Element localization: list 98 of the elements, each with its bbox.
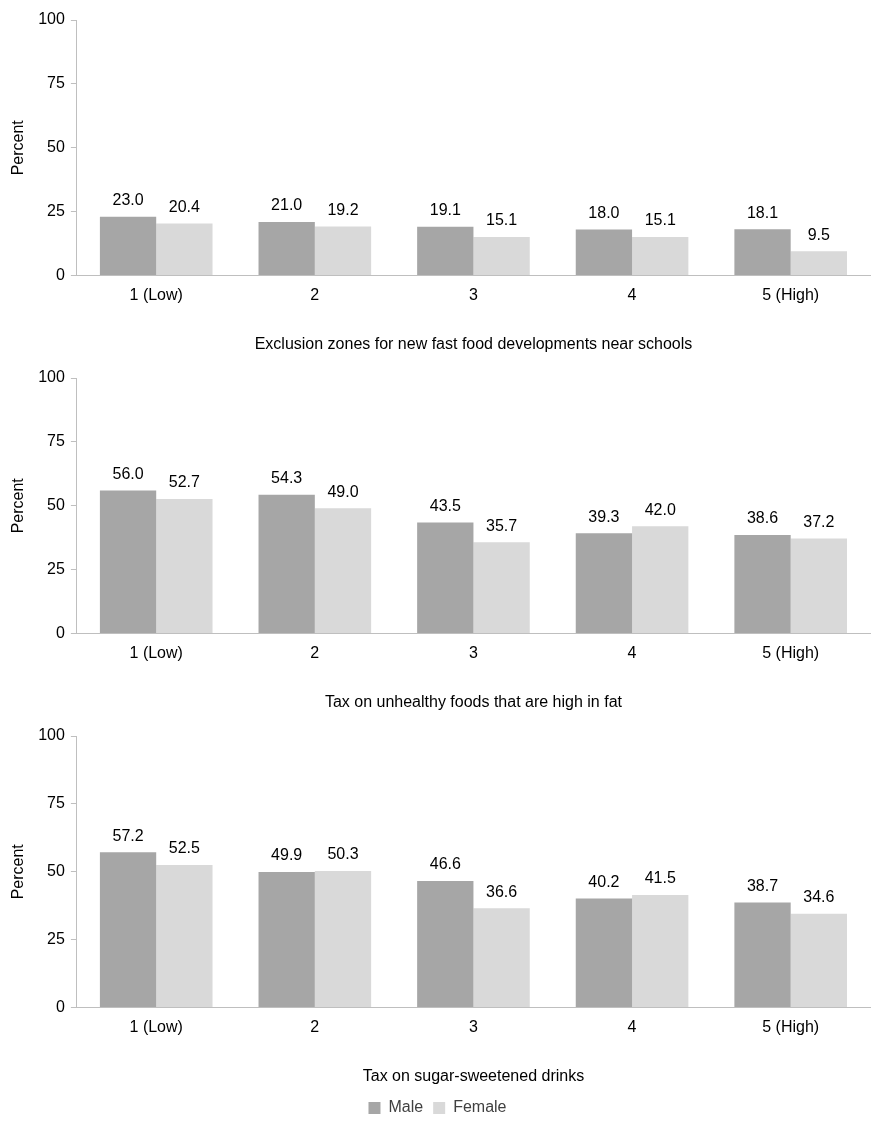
bar: [156, 498, 213, 634]
bar: [258, 221, 315, 276]
x-tick-label: 3: [468, 285, 478, 303]
bar: [99, 216, 157, 276]
bar: [790, 251, 847, 276]
data-label: 34.6: [803, 888, 835, 906]
data-label: 57.2: [112, 826, 144, 844]
legend-label: Female: [453, 1098, 507, 1116]
x-tick-label: 2: [310, 1017, 320, 1035]
x-tick-label: 2: [310, 643, 320, 661]
data-label: 52.7: [168, 473, 201, 491]
bar: [417, 881, 474, 1008]
bar: [417, 226, 474, 276]
x-tick-label: 4: [627, 643, 637, 661]
y-axis-title: Percent: [9, 119, 27, 176]
y-tick-label: 100: [38, 368, 65, 386]
x-tick-label: 4: [627, 1017, 637, 1035]
data-label: 21.0: [271, 196, 303, 214]
legend-label: Male: [388, 1098, 424, 1116]
y-tick-label: 25: [47, 560, 65, 578]
data-label: 43.5: [429, 496, 461, 514]
data-label: 52.5: [168, 839, 201, 857]
data-label: 35.7: [486, 516, 518, 534]
x-tick-label: 1 (Low): [129, 285, 183, 303]
x-tick-label: 1 (Low): [129, 1017, 183, 1035]
bar: [734, 902, 791, 1008]
x-axis-title: Exclusion zones for new fast food developments near schools: [254, 334, 693, 352]
x-tick-label: 4: [627, 285, 637, 303]
bar: [575, 533, 633, 634]
y-axis-title: Percent: [9, 843, 27, 900]
bar: [632, 526, 689, 634]
y-tick-label: 100: [38, 726, 65, 744]
y-tick-label: 0: [55, 266, 65, 284]
y-tick-label: 25: [47, 930, 65, 948]
bar: [156, 865, 213, 1008]
y-tick-label: 50: [47, 862, 65, 880]
bar: [314, 226, 372, 276]
bar: [417, 522, 474, 634]
bar: [156, 223, 213, 276]
bar: [258, 872, 315, 1008]
data-label: 23.0: [112, 191, 144, 209]
data-label: 40.2: [588, 872, 620, 890]
bar: [632, 894, 689, 1008]
x-axis-title: Tax on unhealthy foods that are high in fat: [324, 692, 623, 710]
data-label: 15.1: [486, 211, 518, 229]
y-tick-label: 50: [47, 496, 65, 514]
data-label: 20.4: [168, 197, 201, 215]
bar: [473, 542, 530, 634]
y-tick-label: 100: [38, 10, 65, 28]
y-tick-label: 75: [47, 794, 65, 812]
bar: [314, 870, 372, 1008]
data-label: 50.3: [327, 845, 359, 863]
y-axis-title: Percent: [9, 477, 27, 534]
data-label: 19.1: [429, 201, 461, 219]
data-label: 39.3: [588, 507, 620, 525]
bar: [790, 913, 847, 1008]
bar: [99, 490, 157, 634]
data-label: 15.1: [644, 211, 676, 229]
y-tick-label: 0: [55, 998, 65, 1016]
x-tick-label: 5 (High): [762, 285, 820, 303]
bar: [575, 229, 633, 276]
data-label: 49.0: [327, 482, 359, 500]
data-label: 18.0: [588, 204, 620, 221]
data-label: 41.5: [644, 869, 676, 887]
data-label: 38.7: [746, 876, 779, 894]
data-label: 49.9: [271, 846, 303, 864]
y-tick-label: 75: [47, 74, 65, 92]
data-label: 46.6: [429, 855, 461, 873]
y-tick-label: 75: [47, 432, 65, 450]
bar: [632, 237, 689, 276]
bar: [734, 534, 791, 634]
data-label: 18.1: [746, 203, 779, 221]
x-tick-label: 5 (High): [762, 643, 820, 661]
bar: [575, 898, 633, 1008]
data-label: 36.6: [486, 882, 518, 900]
bar: [473, 237, 530, 276]
y-tick-label: 0: [55, 624, 65, 642]
data-label: 19.2: [327, 200, 359, 218]
data-label: 9.5: [807, 225, 831, 243]
bar: [314, 508, 372, 634]
bar: [473, 908, 530, 1008]
data-label: 56.0: [112, 464, 144, 482]
x-tick-label: 2: [310, 285, 320, 303]
bar: [734, 229, 791, 276]
x-tick-label: 3: [468, 643, 478, 661]
y-tick-label: 50: [47, 138, 65, 156]
data-label: 37.2: [803, 512, 835, 530]
bar: [99, 852, 157, 1008]
data-label: 38.6: [746, 509, 779, 527]
x-tick-label: 1 (Low): [129, 643, 183, 661]
x-tick-label: 5 (High): [762, 1017, 820, 1035]
x-tick-label: 3: [468, 1017, 478, 1035]
x-axis-title: Tax on sugar-sweetened drinks: [362, 1066, 585, 1084]
y-tick-label: 25: [47, 202, 65, 220]
data-label: 54.3: [271, 469, 303, 487]
bar: [258, 494, 315, 634]
bar: [790, 538, 847, 634]
data-label: 42.0: [644, 500, 676, 518]
